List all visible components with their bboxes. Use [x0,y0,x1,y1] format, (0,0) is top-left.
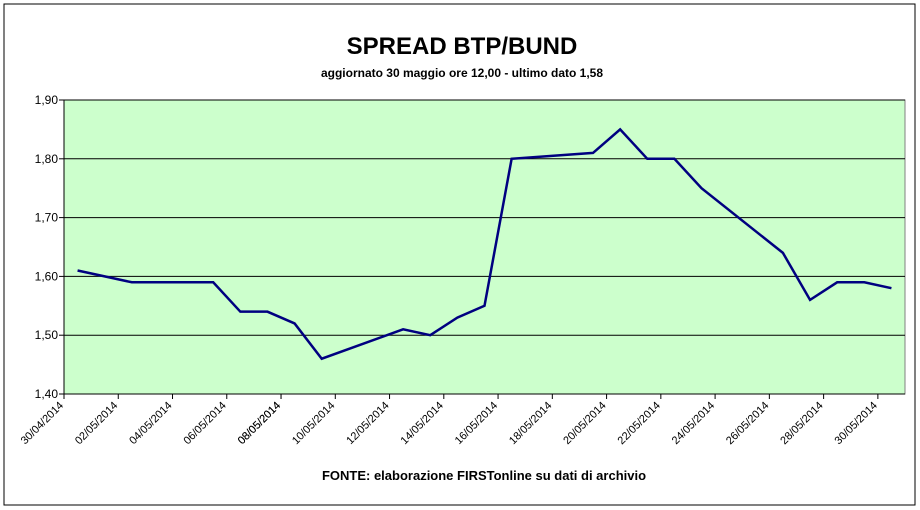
data-line [77,127,892,361]
chart-subtitle: aggiornato 30 maggio ore 12,00 - ultimo … [321,66,603,80]
y-tick-label: 1,70 [35,211,59,225]
source-note: FONTE: elaborazione FIRSTonline su dati … [322,468,646,483]
chart-title: SPREAD BTP/BUND [347,33,578,60]
y-tick-label: 1,90 [35,93,59,107]
y-tick-label: 1,60 [35,269,59,283]
y-tick-label: 1,40 [35,387,59,401]
y-tick-label: 1,80 [35,152,59,166]
plot-area [63,99,906,395]
y-tick-label: 1,50 [35,328,59,342]
